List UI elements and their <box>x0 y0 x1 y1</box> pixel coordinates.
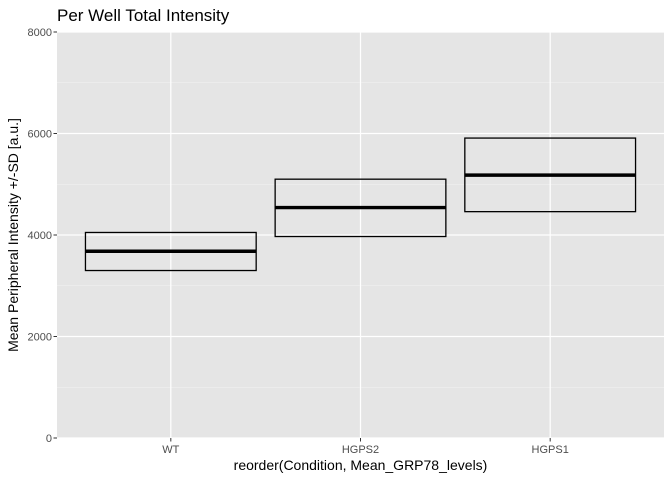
crossbars <box>84 137 637 272</box>
x-tick-label: WT <box>162 444 179 456</box>
major-gridlines <box>57 31 664 439</box>
x-axis-ticks: WT HGPS2 HGPS1 <box>162 438 569 456</box>
y-axis-ticks: 0 2000 4000 6000 8000 <box>28 27 57 445</box>
y-tick-label: 6000 <box>28 129 52 141</box>
y-tick-label: 8000 <box>28 27 52 39</box>
chart-title: Per Well Total Intensity <box>57 6 230 25</box>
y-tick-label: 2000 <box>28 332 52 344</box>
y-tick-label: 0 <box>46 433 52 445</box>
y-axis-title: Mean Peripheral Intensity +/-SD [a.u.] <box>5 118 21 352</box>
x-axis-title: reorder(Condition, Mean_GRP78_levels) <box>234 457 488 473</box>
x-tick-label: HGPS1 <box>532 444 569 456</box>
x-tick-label: HGPS2 <box>342 444 379 456</box>
y-tick-label: 4000 <box>28 230 52 242</box>
